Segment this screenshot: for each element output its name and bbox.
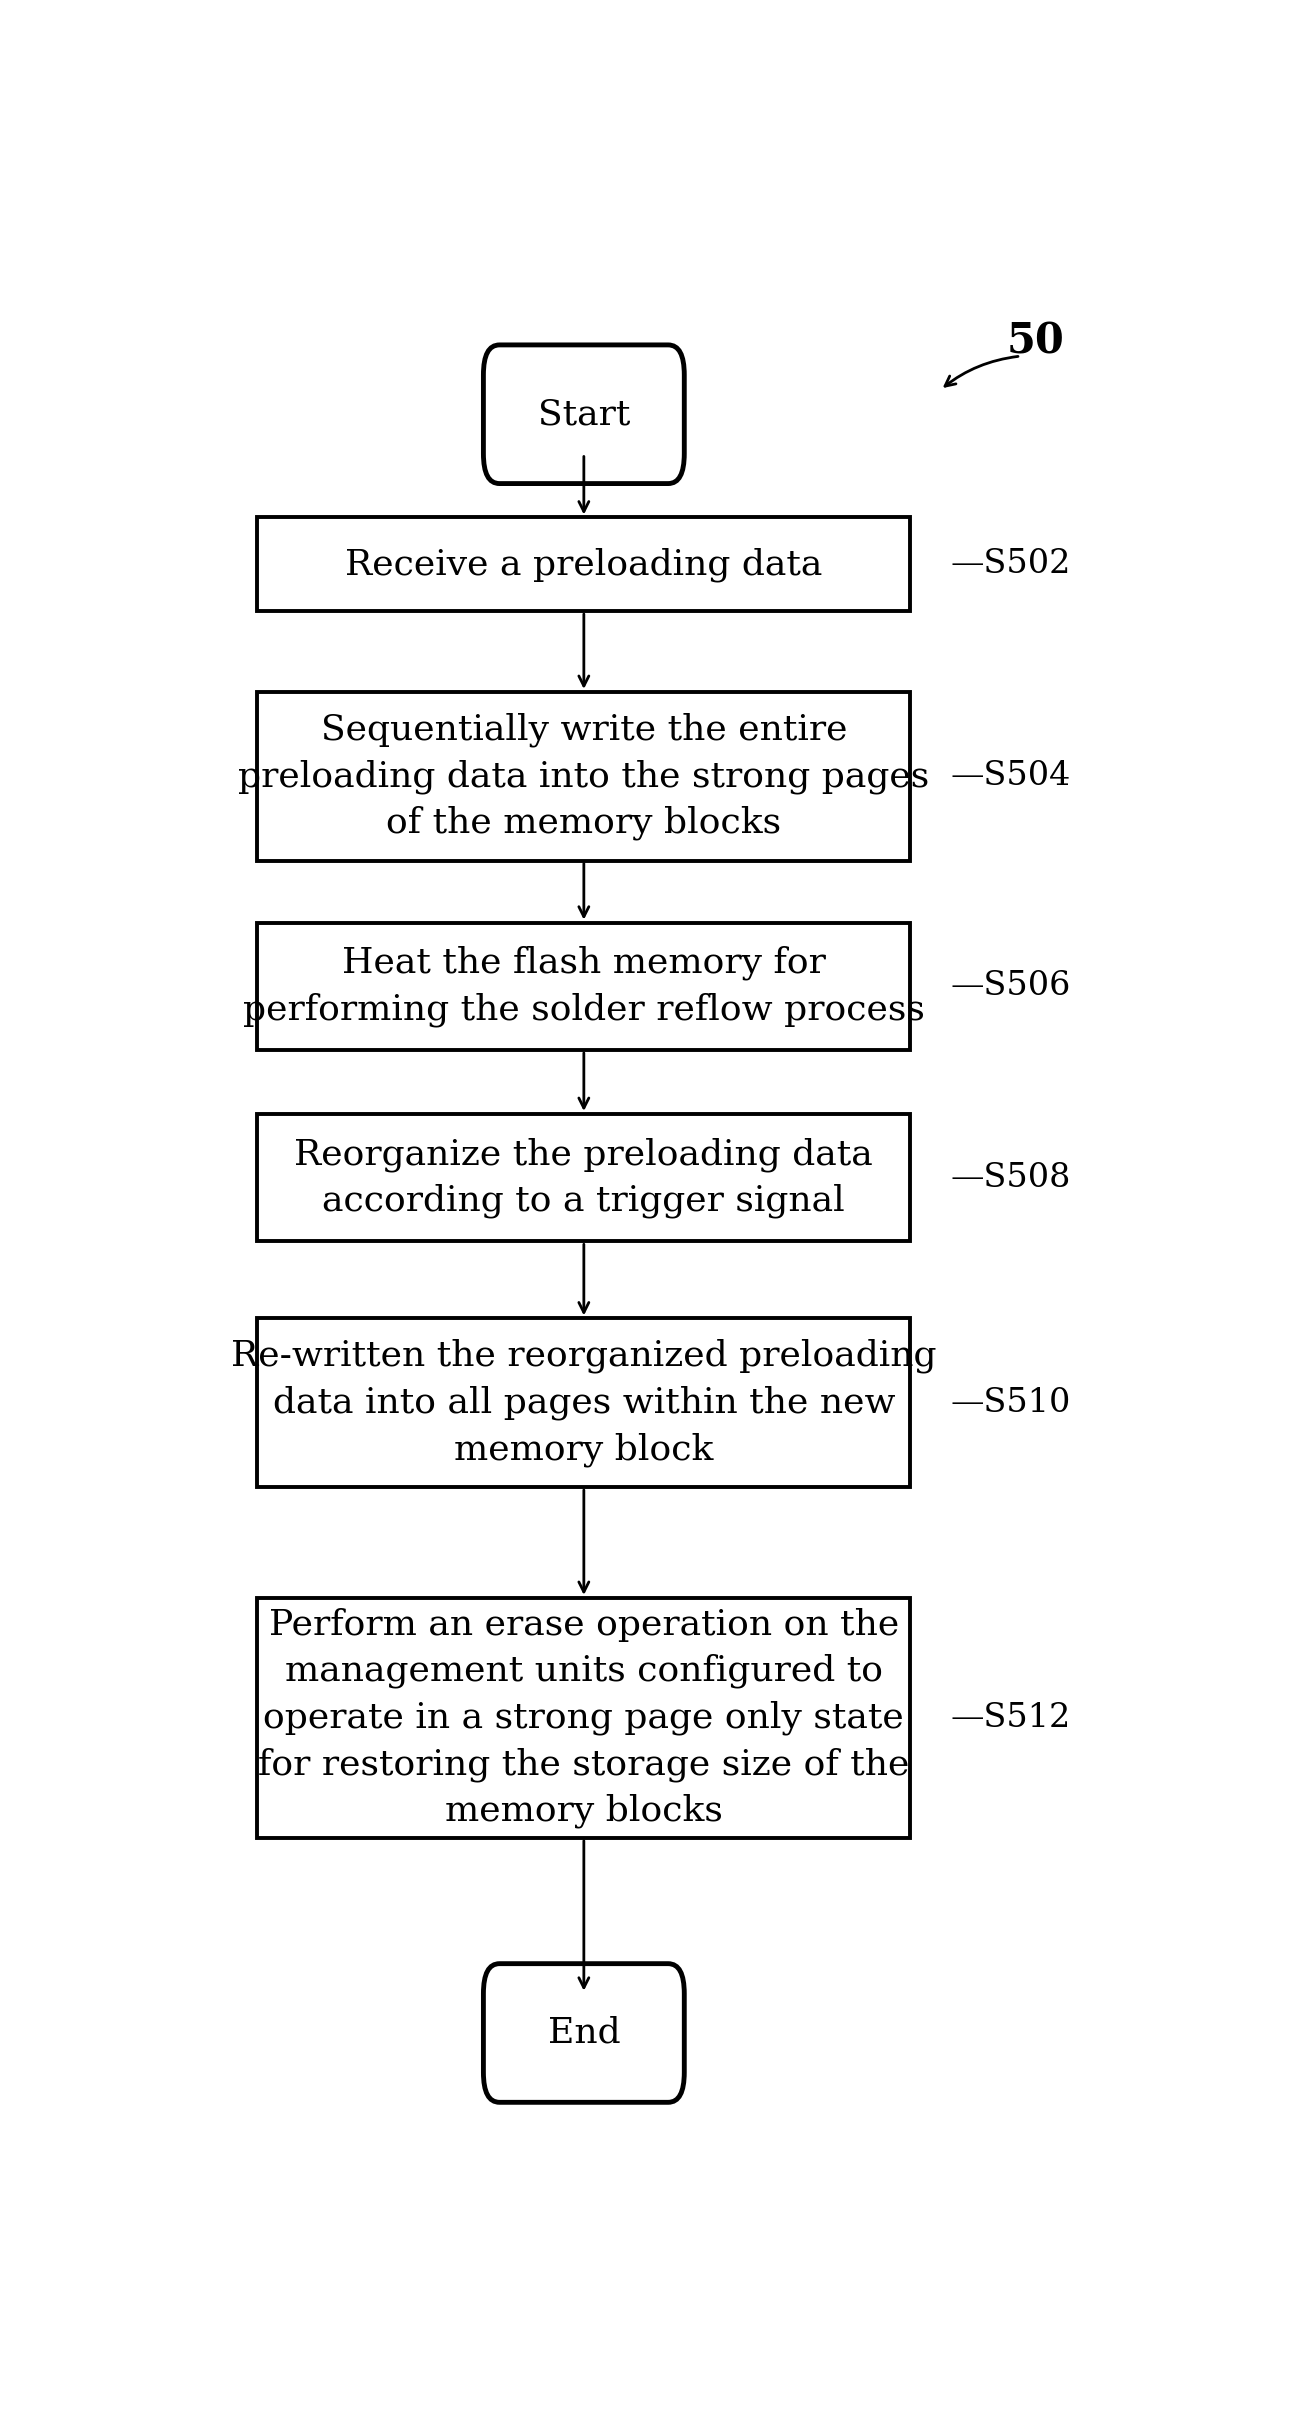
Text: Reorganize the preloading data
according to a trigger signal: Reorganize the preloading data according… — [294, 1138, 874, 1218]
Text: Re-written the reorganized preloading
data into all pages within the new
memory : Re-written the reorganized preloading da… — [231, 1340, 937, 1466]
Bar — [258, 1598, 910, 1837]
Text: —S506: —S506 — [950, 970, 1070, 1001]
Text: —S508: —S508 — [950, 1162, 1070, 1194]
Text: —S502: —S502 — [950, 548, 1070, 580]
Text: Sequentially write the entire
preloading data into the strong pages
of the memor: Sequentially write the entire preloading… — [238, 711, 929, 840]
Bar — [258, 692, 910, 860]
Bar — [258, 923, 910, 1050]
Text: —S512: —S512 — [950, 1703, 1070, 1734]
FancyBboxPatch shape — [483, 1963, 684, 2102]
Bar — [258, 516, 910, 611]
FancyBboxPatch shape — [483, 346, 684, 485]
Text: 50: 50 — [1007, 319, 1065, 363]
Text: Heat the flash memory for
performing the solder reflow process: Heat the flash memory for performing the… — [242, 945, 925, 1028]
Bar — [258, 1318, 910, 1486]
Text: Perform an erase operation on the
management units configured to
operate in a st: Perform an erase operation on the manage… — [258, 1608, 910, 1827]
Bar — [258, 1113, 910, 1242]
Text: End: End — [547, 2017, 621, 2051]
Text: Start: Start — [538, 397, 630, 431]
Text: Receive a preloading data: Receive a preloading data — [345, 548, 823, 582]
Text: —S504: —S504 — [950, 760, 1070, 792]
Text: —S510: —S510 — [950, 1386, 1070, 1418]
